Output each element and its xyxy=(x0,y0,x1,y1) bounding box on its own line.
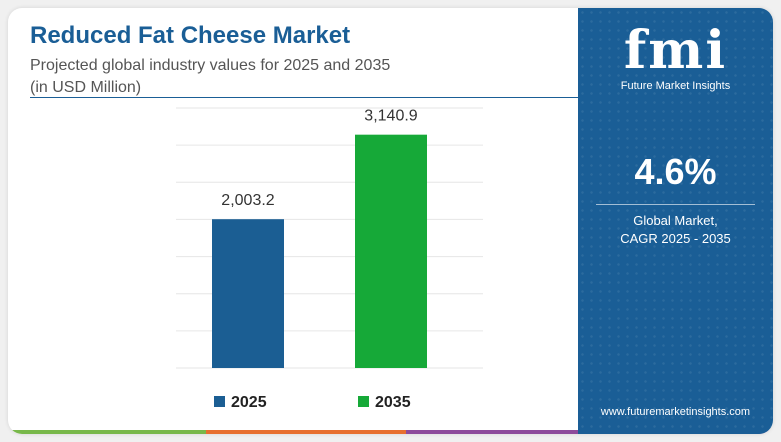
side-panel: fmi Future Market Insights 4.6% Global M… xyxy=(578,8,773,434)
footer-strip-green xyxy=(8,430,206,434)
cagr-value: 4.6% xyxy=(634,151,717,192)
panel-dot-pattern xyxy=(578,8,773,434)
legend-label-2035: 2035 xyxy=(375,394,411,411)
logo-subtitle: Future Market Insights xyxy=(620,80,731,92)
bar-2035 xyxy=(355,134,427,368)
header-divider xyxy=(30,97,587,98)
subtitle-line-2: (in USD Million) xyxy=(30,79,142,96)
website-url[interactable]: www.futuremarketinsights.com xyxy=(600,406,751,418)
legend-label-2025: 2025 xyxy=(231,394,267,411)
fmi-logo: fmi xyxy=(623,20,728,81)
cagr-label: Global Market, CAGR 2025 - 2035 xyxy=(578,212,773,248)
panel-divider xyxy=(596,204,755,205)
footer-strip-orange xyxy=(206,430,406,434)
page-title: Reduced Fat Cheese Market xyxy=(30,22,351,49)
cagr-label-line-2: CAGR 2025 - 2035 xyxy=(620,231,731,246)
cagr-label-line-1: Global Market, xyxy=(633,213,718,228)
bar-value-label-2025: 2,003.2 xyxy=(221,192,274,209)
subtitle: Projected global industry values for 202… xyxy=(30,55,390,99)
subtitle-line-1: Projected global industry values for 202… xyxy=(30,57,391,74)
bar-2025 xyxy=(212,219,284,368)
legend-swatch-2025 xyxy=(214,396,225,407)
bar-value-label-2035: 3,140.9 xyxy=(364,108,417,125)
bar-chart: 2,003.2 3,140.9 2025 2035 xyxy=(176,107,483,411)
legend-swatch-2035 xyxy=(358,396,369,407)
